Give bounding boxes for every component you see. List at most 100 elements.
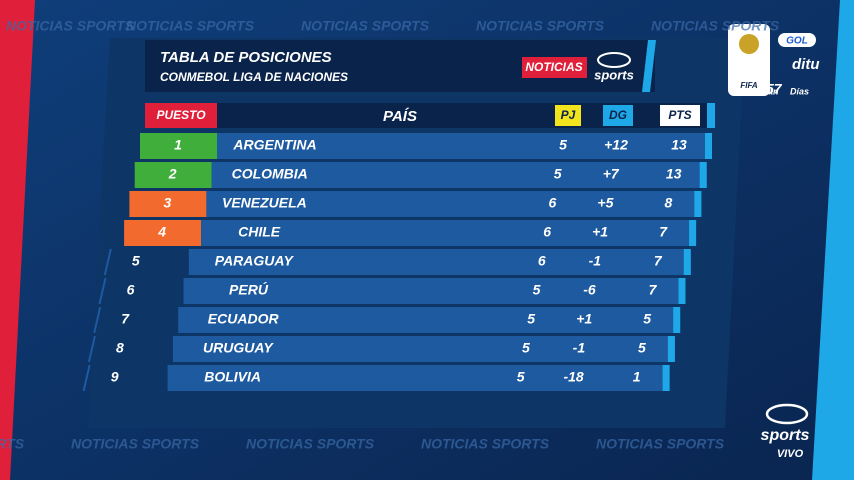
brand-tag: NOTICIAS <box>525 60 582 74</box>
points: 7 <box>649 282 658 298</box>
watermark: NOTICIAS SPORTS <box>71 436 200 452</box>
ditu-logo: ditu <box>792 56 820 73</box>
team-bar <box>211 162 707 188</box>
red-stripe <box>0 0 35 480</box>
column-header: PUESTO <box>156 108 206 122</box>
goal-difference: +12 <box>604 137 628 153</box>
watermark: NOTICIAS SPORTS <box>246 436 375 452</box>
matches-played: 5 <box>517 369 525 385</box>
matches-played: 5 <box>527 311 535 327</box>
pj-header-box <box>555 105 581 126</box>
team-name: URUGUAY <box>203 340 274 356</box>
position-box <box>140 133 217 159</box>
channel-logo <box>765 403 809 425</box>
matches-played: 6 <box>543 224 551 240</box>
position-outline <box>98 277 107 305</box>
team-bar <box>206 191 702 217</box>
matches-played: 5 <box>522 340 530 356</box>
watermark: NOTICIAS SPORTS <box>126 18 255 34</box>
team-bar <box>217 133 712 159</box>
matches-played: 6 <box>549 195 557 211</box>
team-name: PERÚ <box>229 281 269 298</box>
position-outline <box>93 306 102 334</box>
position: 4 <box>157 224 166 240</box>
countdown-prefix: Faltan <box>752 86 779 96</box>
row-accent <box>705 133 712 159</box>
row-accent <box>699 162 707 188</box>
points: 13 <box>671 137 687 153</box>
team-bar <box>201 220 697 246</box>
brand-logo <box>597 52 631 68</box>
trophy <box>739 34 759 54</box>
goal-difference: -18 <box>563 369 583 385</box>
channel-brand: sports <box>761 427 810 444</box>
row-accent <box>689 220 697 246</box>
watermark: NOTICIAS SPORTS <box>421 436 550 452</box>
row-accent <box>707 103 715 128</box>
position: 3 <box>164 195 172 211</box>
countdown-number: 57 <box>766 81 783 97</box>
column-header: PJ <box>561 108 576 122</box>
position-box <box>124 220 202 246</box>
goal-difference: +7 <box>603 166 620 182</box>
matches-played: 6 <box>538 253 546 269</box>
team-bar <box>183 278 686 304</box>
row-accent <box>678 278 686 304</box>
points: 13 <box>666 166 682 182</box>
watermark: NOTICIAS SPORTS <box>651 18 780 34</box>
brand: sports <box>594 67 634 82</box>
gol-box <box>778 33 816 47</box>
team-bar <box>172 336 675 362</box>
position: 1 <box>174 137 182 153</box>
watermark: NOTICIAS SPORTS <box>301 18 430 34</box>
team-name: CHILE <box>238 224 281 240</box>
watermark: NOTICIAS SPORTS <box>596 436 725 452</box>
goal-difference: +1 <box>576 311 592 327</box>
countdown-suffix: Días <box>790 86 809 96</box>
column-header: DG <box>609 108 627 122</box>
team-name: BOLIVIA <box>204 369 261 385</box>
team-name: PARAGUAY <box>215 253 295 269</box>
goal-difference: -1 <box>589 253 602 269</box>
fifa-logo <box>728 24 770 96</box>
channel-live: VIVO <box>777 448 804 460</box>
team-bar <box>167 365 670 391</box>
row-accent <box>662 365 670 391</box>
team-name: VENEZUELA <box>222 195 307 211</box>
row-accent <box>673 307 681 333</box>
puesto-header-box <box>145 103 217 128</box>
points: 7 <box>659 224 668 240</box>
team-bar <box>188 249 691 275</box>
team-name: ARGENTINA <box>232 137 316 153</box>
position: 8 <box>116 340 124 356</box>
goal-difference: -6 <box>583 282 596 298</box>
row-accent <box>694 191 702 217</box>
dg-header-box <box>603 105 633 126</box>
goal-difference: +5 <box>597 195 613 211</box>
points: 8 <box>665 195 673 211</box>
header-accent <box>642 40 656 92</box>
points: 5 <box>643 311 651 327</box>
matches-played: 5 <box>554 166 562 182</box>
points: 5 <box>638 340 646 356</box>
title: TABLA DE POSICIONES <box>160 49 332 66</box>
position-box <box>129 191 207 217</box>
table-rows: 1 ARGENTINA 5 +12 13 2 COLOMBIA 5 +7 13 3 VENEZUELA… <box>82 133 712 392</box>
goal-difference: -1 <box>573 340 586 356</box>
brand-tag-box <box>522 57 587 78</box>
position: 6 <box>127 282 135 298</box>
position-box <box>134 162 212 188</box>
column-header: PAÍS <box>383 108 417 125</box>
subtitle: CONMEBOL LIGA DE NACIONES <box>160 70 348 84</box>
points: 7 <box>654 253 663 269</box>
position: 2 <box>168 166 177 182</box>
team-bar <box>178 307 681 333</box>
row-accent <box>667 336 675 362</box>
matches-played: 5 <box>559 137 567 153</box>
goal-difference: +1 <box>592 224 608 240</box>
points: 1 <box>633 369 641 385</box>
watermark: NOTICIAS SPORTS <box>6 18 135 34</box>
fifa-label: FIFA <box>740 81 758 90</box>
matches-played: 5 <box>533 282 541 298</box>
